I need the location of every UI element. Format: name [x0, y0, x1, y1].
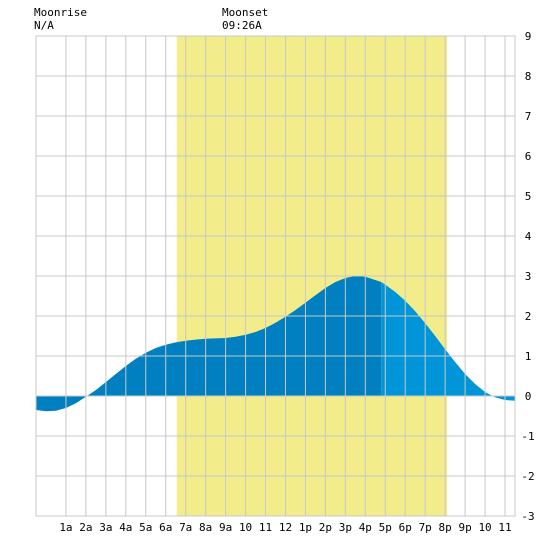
moonset-label: Moonset — [222, 6, 269, 19]
x-tick-label: 12 — [279, 521, 292, 534]
y-tick-label: 9 — [525, 30, 532, 43]
moonrise-value: N/A — [34, 19, 54, 32]
x-tick-label: 10 — [239, 521, 252, 534]
x-tick-label: 1p — [299, 521, 312, 534]
tide-area-falling — [381, 282, 515, 401]
x-tick-label: 5a — [139, 521, 152, 534]
moonrise-label: Moonrise — [34, 6, 87, 19]
y-tick-label: -1 — [521, 430, 534, 443]
x-tick-label: 7p — [419, 521, 432, 534]
x-tick-label: 6p — [399, 521, 412, 534]
y-tick-label: -3 — [521, 510, 534, 523]
y-tick-label: 8 — [525, 70, 532, 83]
x-tick-label: 9p — [458, 521, 471, 534]
x-tick-label: 11 — [498, 521, 511, 534]
x-tick-label: 2a — [79, 521, 92, 534]
x-tick-label: 4p — [359, 521, 372, 534]
x-tick-label: 11 — [259, 521, 272, 534]
y-tick-label: -2 — [521, 470, 534, 483]
x-tick-label: 2p — [319, 521, 332, 534]
x-tick-label: 10 — [478, 521, 491, 534]
x-tick-label: 4a — [119, 521, 132, 534]
x-tick-label: 3a — [99, 521, 112, 534]
x-tick-label: 9a — [219, 521, 232, 534]
x-tick-label: 8p — [439, 521, 452, 534]
x-tick-label: 5p — [379, 521, 392, 534]
y-tick-label: 3 — [525, 270, 532, 283]
tide-area-rising — [36, 276, 382, 412]
x-tick-label: 8a — [199, 521, 212, 534]
y-tick-label: 0 — [525, 390, 532, 403]
y-tick-label: 2 — [525, 310, 532, 323]
x-tick-label: 1a — [59, 521, 72, 534]
y-tick-label: 7 — [525, 110, 532, 123]
y-tick-label: 1 — [525, 350, 532, 363]
x-tick-label: 3p — [339, 521, 352, 534]
y-tick-label: 6 — [525, 150, 532, 163]
moonset-value: 09:26A — [222, 19, 262, 32]
plot-frame — [35, 35, 516, 517]
x-tick-label: 6a — [159, 521, 172, 534]
y-tick-label: 5 — [525, 190, 532, 203]
y-tick-label: 4 — [525, 230, 532, 243]
x-tick-label: 7a — [179, 521, 192, 534]
